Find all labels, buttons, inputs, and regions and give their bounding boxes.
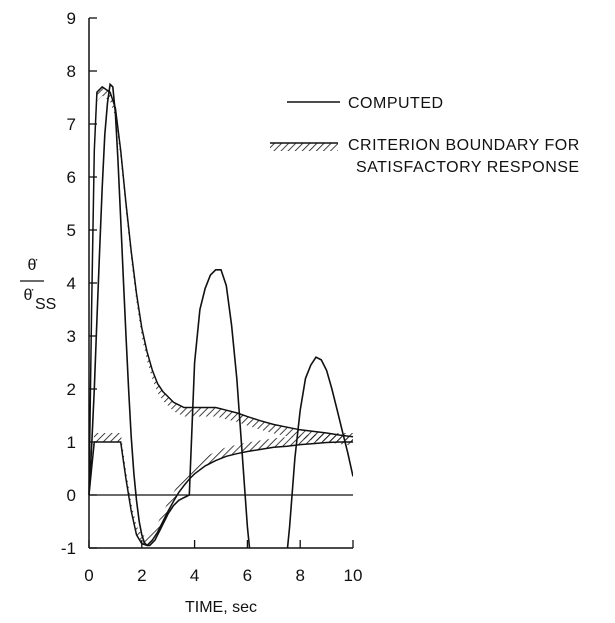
x-tick-label: 8 xyxy=(295,566,304,585)
y-label-subscript: SS xyxy=(35,296,56,313)
y-tick-label: 3 xyxy=(67,327,76,346)
legend-criterion-swatch xyxy=(270,143,338,151)
legend-criterion-label-line2: SATISFACTORY RESPONSE xyxy=(356,159,580,176)
x-tick-label: 4 xyxy=(190,566,199,585)
y-tick-label: 8 xyxy=(67,62,76,81)
x-tick-label: 10 xyxy=(344,566,363,585)
axes xyxy=(88,18,353,549)
y-label-denominator: θ̇ xyxy=(24,287,34,304)
y-label-numerator: θ̇ xyxy=(28,257,38,274)
y-tick-label: -1 xyxy=(61,539,76,558)
x-tick-label: 2 xyxy=(137,566,146,585)
legend-criterion-label-line1: CRITERION BOUNDARY FOR xyxy=(348,137,580,154)
x-tick-label: 6 xyxy=(243,566,252,585)
y-tick-label: 4 xyxy=(67,274,76,293)
x-axis-title: TIME, sec xyxy=(185,599,257,616)
y-tick-label: 5 xyxy=(67,221,76,240)
computed-line xyxy=(89,82,353,548)
criterion-lower-line xyxy=(88,441,353,547)
y-tick-label: 7 xyxy=(67,115,76,134)
x-tick-label: 0 xyxy=(84,566,93,585)
y-ticks: -1 0 1 2 3 4 5 6 7 8 9 xyxy=(61,9,97,558)
y-tick-label: 6 xyxy=(67,168,76,187)
legend: COMPUTED CRITERION BOUNDARY FOR SATISFAC… xyxy=(270,95,580,176)
y-axis-label: θ̇ θ̇ SS xyxy=(20,257,56,313)
y-tick-label: 2 xyxy=(67,380,76,399)
series-lines xyxy=(88,82,354,548)
criterion-boundary-hatching xyxy=(89,86,353,546)
y-tick-label: 0 xyxy=(67,486,76,505)
x-ticks: 0 2 4 6 8 10 xyxy=(84,540,362,585)
legend-computed-label: COMPUTED xyxy=(348,95,444,112)
y-tick-label: 9 xyxy=(67,9,76,28)
y-tick-label: 1 xyxy=(67,433,76,452)
criterion-lower-hatch xyxy=(89,433,353,546)
